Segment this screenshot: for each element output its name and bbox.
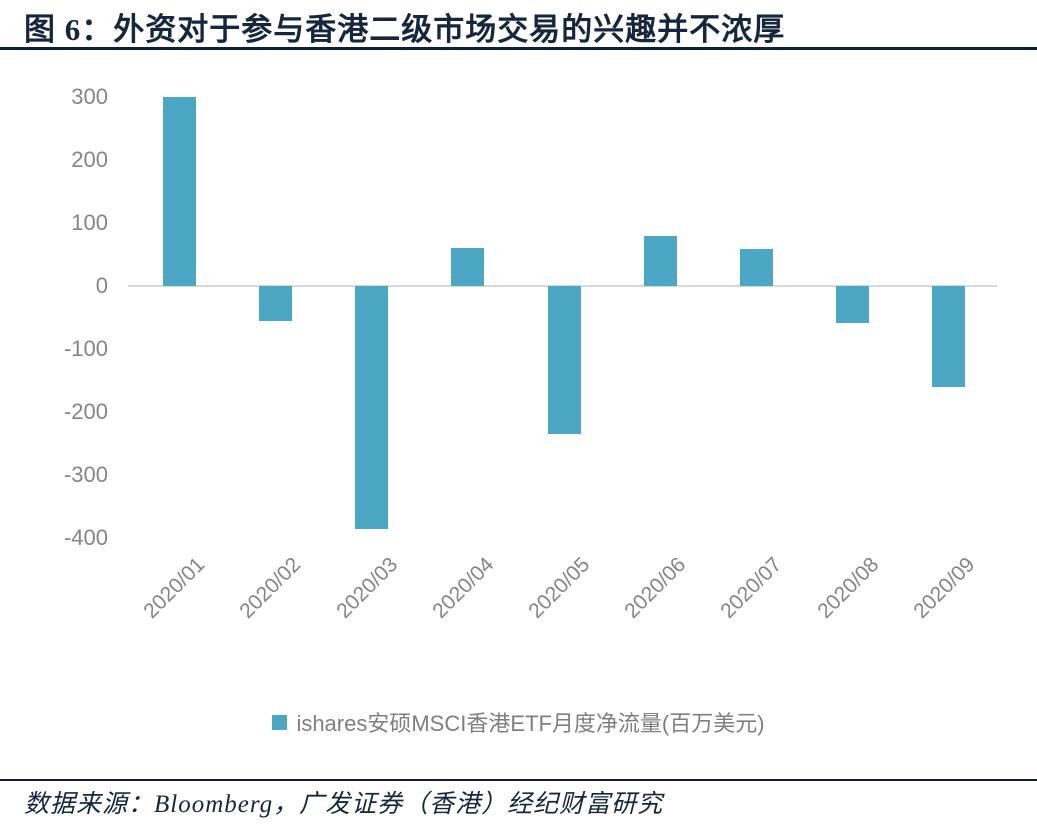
bar-2020/06: [643, 235, 677, 286]
bar-2020/05: [547, 286, 581, 435]
y-axis-tick-label: 0: [95, 273, 108, 298]
legend-label: ishares安硕MSCI香港ETF月度净流量(百万美元): [296, 711, 765, 736]
bar-2020/03: [355, 286, 389, 529]
y-axis-tick-label: -200: [63, 399, 108, 424]
x-axis-tick-label: 2020/07: [716, 553, 787, 623]
bar-2020/02: [258, 286, 292, 321]
x-axis-tick-label: 2020/06: [620, 553, 691, 623]
title-underline-rule: [0, 47, 1037, 50]
y-axis-tick-label: -400: [63, 525, 108, 550]
x-axis-tick-label: 2020/03: [331, 553, 402, 623]
y-axis-tick-label: 300: [71, 84, 108, 109]
bar-2020/04: [451, 248, 485, 286]
bar-2020/07: [739, 249, 773, 286]
x-axis-tick-label: 2020/01: [139, 553, 210, 623]
x-axis-tick-label: 2020/05: [524, 553, 595, 623]
bar-2020/08: [836, 286, 870, 323]
y-axis-tick-label: -100: [63, 336, 108, 361]
bar-2020/01: [162, 97, 196, 286]
y-axis-tick-label: 100: [71, 210, 108, 235]
x-axis-tick-label: 2020/08: [812, 553, 883, 623]
x-axis-tick-label: 2020/02: [235, 553, 306, 623]
bar-2020/09: [932, 286, 966, 387]
legend-swatch-icon: [272, 714, 288, 730]
y-axis-tick-label: 200: [71, 147, 108, 172]
x-axis-tick-label: 2020/09: [909, 553, 980, 623]
figure-title: 图 6：外资对于参与香港二级市场交易的兴趣并不浓厚: [24, 12, 786, 47]
footer-rule: [0, 779, 1037, 781]
x-axis-tick-label: 2020/04: [428, 553, 499, 623]
data-source: 数据来源：Bloomberg，广发证券（香港）经纪财富研究: [24, 791, 664, 818]
y-axis-tick-label: -300: [63, 462, 108, 487]
chart-legend: ishares安硕MSCI香港ETF月度净流量(百万美元): [0, 706, 1037, 738]
